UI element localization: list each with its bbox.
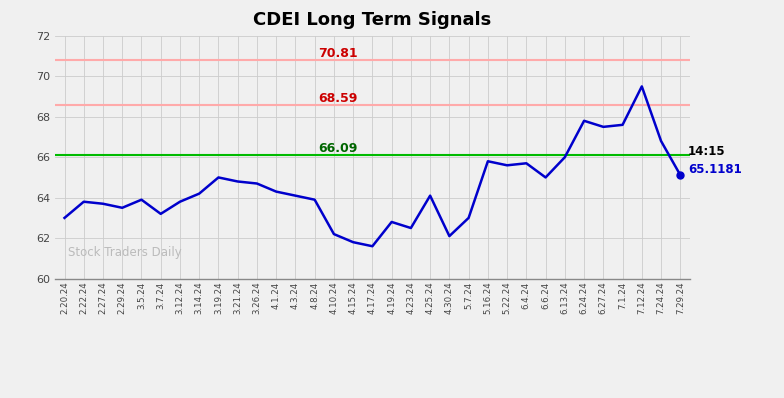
Text: 70.81: 70.81 (318, 47, 358, 60)
Text: 68.59: 68.59 (318, 92, 358, 105)
Text: 65.1181: 65.1181 (688, 163, 742, 176)
Text: 66.09: 66.09 (318, 142, 358, 155)
Text: 14:15: 14:15 (688, 145, 726, 158)
Title: CDEI Long Term Signals: CDEI Long Term Signals (253, 11, 492, 29)
Text: Stock Traders Daily: Stock Traders Daily (67, 246, 181, 259)
